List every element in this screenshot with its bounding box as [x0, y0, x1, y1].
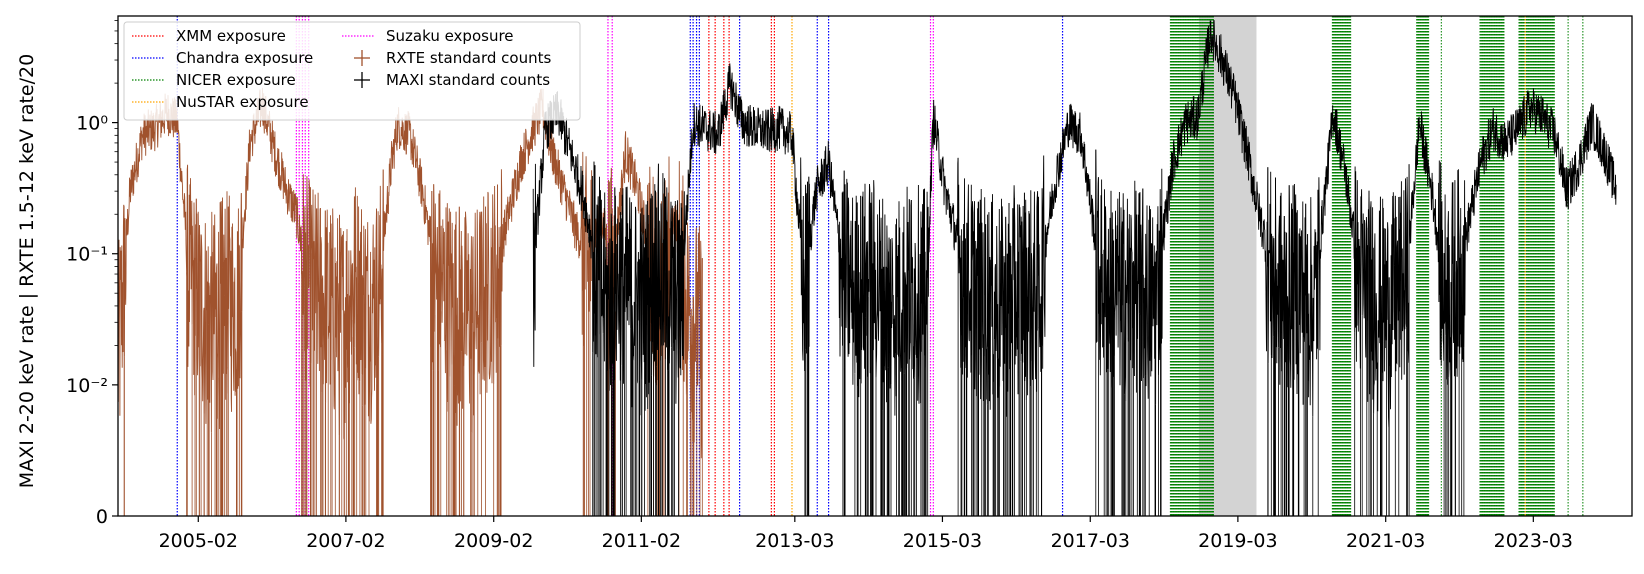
- y-tick-label: 10⁻¹: [66, 244, 108, 266]
- x-tick-label: 2021-03: [1346, 530, 1425, 552]
- suzaku-legend-label: Suzaku exposure: [386, 27, 514, 45]
- y-tick-label: 10⁻²: [66, 375, 108, 397]
- rxte-legend-label: RXTE standard counts: [386, 49, 551, 67]
- nicer-legend-label: NICER exposure: [176, 71, 296, 89]
- xmm-legend-label: XMM exposure: [176, 27, 286, 45]
- y-axis-label: MAXI 2-20 keV rate | RXTE 1.5-12 keV rat…: [16, 54, 38, 488]
- nustar-legend-label: NuSTAR exposure: [176, 93, 309, 111]
- y-tick-label: 10⁰: [76, 113, 108, 135]
- plot-frame: [117, 15, 1633, 517]
- x-tick-label: 2009-02: [454, 530, 533, 552]
- nicer-exposure-layer: [1169, 16, 1584, 516]
- chandra-legend-label: Chandra exposure: [176, 49, 313, 67]
- y-tick-label: 0: [96, 506, 108, 528]
- axes-layer: 2005-02 2007-02 2009-02 2011-02 2013-03 2015-…: [66, 15, 1633, 552]
- maxi-errorbars: [592, 149, 1465, 516]
- x-tick-label: 2013-03: [755, 530, 834, 552]
- legend-box: [123, 21, 581, 121]
- x-tick-label: 2017-03: [1051, 530, 1130, 552]
- x-tick-label: 2005-02: [159, 530, 238, 552]
- x-tick-label: 2015-03: [903, 530, 982, 552]
- maxi-series-line: [532, 20, 1617, 428]
- x-tick-label: 2011-02: [602, 530, 681, 552]
- legend: XMM exposure Chandra exposure NICER exposu…: [123, 21, 581, 121]
- maxi-legend-label: MAXI standard counts: [386, 71, 550, 89]
- x-tick-label: 2019-03: [1198, 530, 1277, 552]
- x-tick-label: 2007-02: [306, 530, 385, 552]
- x-tick-label: 2023-03: [1494, 530, 1573, 552]
